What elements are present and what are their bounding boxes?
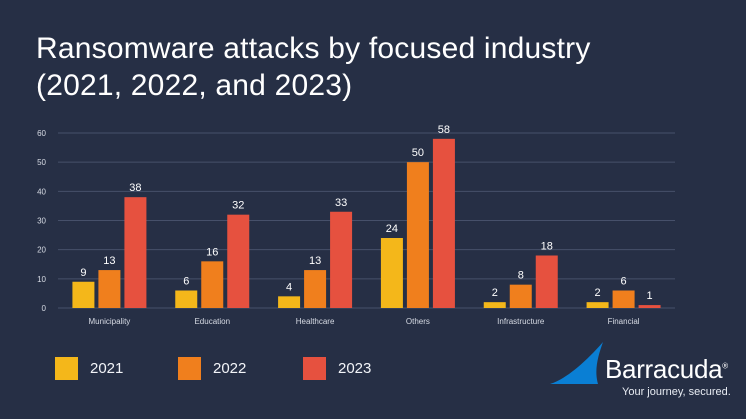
- chart-title-line-2: (2021, 2022, and 2023): [36, 69, 353, 102]
- bar: [638, 305, 661, 308]
- bar: [380, 238, 403, 308]
- bar: [227, 214, 250, 308]
- x-tick-label: Education: [194, 317, 230, 326]
- y-tick-label: 60: [37, 129, 46, 138]
- bar: [586, 302, 609, 308]
- bar: [509, 284, 532, 308]
- legend-label-2021: 2021: [90, 359, 124, 377]
- bar: [124, 197, 147, 308]
- bar: [98, 270, 121, 308]
- data-label: 9: [80, 267, 86, 279]
- barracuda-logo: Barracuda® Your journey, secured.: [548, 340, 738, 402]
- bar: [432, 138, 455, 308]
- data-label: 2: [492, 287, 498, 299]
- x-tick-label: Others: [406, 317, 430, 326]
- x-tick-label: Infrastructure: [497, 317, 545, 326]
- legend-item-2021: 2021: [55, 356, 123, 380]
- x-axis-ticks: Municipality Education Healthcare Others Inf…: [89, 317, 640, 326]
- bar: [330, 211, 353, 308]
- y-tick-label: 0: [42, 304, 47, 313]
- brand-name: Barracuda®: [605, 354, 728, 384]
- x-tick-label: Financial: [608, 317, 640, 326]
- data-label: 33: [335, 197, 347, 209]
- y-tick-label: 20: [37, 246, 46, 255]
- bar: [72, 281, 95, 308]
- legend-swatch-2023: [303, 356, 326, 380]
- data-label: 18: [541, 241, 553, 253]
- data-label: 50: [412, 147, 424, 159]
- data-label: 8: [518, 270, 524, 282]
- gridlines: [58, 132, 675, 309]
- bar: [535, 255, 558, 308]
- legend-item-2023: 2023: [303, 356, 371, 380]
- bar: [175, 290, 198, 308]
- data-label: 1: [647, 290, 653, 302]
- y-tick-label: 50: [37, 158, 46, 167]
- data-label: 32: [232, 200, 244, 212]
- barracuda-fin-icon: [550, 342, 603, 384]
- bar: [483, 302, 506, 308]
- data-label: 2: [595, 287, 601, 299]
- legend-swatch-2021: [55, 356, 78, 380]
- data-label: 6: [183, 276, 189, 288]
- data-label: 38: [129, 182, 141, 194]
- data-label: 13: [309, 255, 321, 267]
- data-label: 24: [386, 223, 398, 235]
- x-tick-label: Healthcare: [296, 317, 335, 326]
- legend-item-2022: 2022: [178, 356, 246, 380]
- bar: [278, 296, 301, 308]
- bar-series: [72, 138, 661, 308]
- data-label: 6: [621, 276, 627, 288]
- registered-mark: ®: [722, 361, 728, 371]
- y-axis-ticks: 0 10 20 30 40 50 60: [37, 129, 46, 313]
- chart-title: Ransomware attacks by focused industry (…: [36, 30, 726, 104]
- bar: [406, 162, 429, 308]
- data-labels: 9 13 38 6 16 32 4 13 33 24 50 58 2 8 18 2 6 1: [80, 124, 652, 302]
- bar: [201, 261, 224, 308]
- data-label: 13: [103, 255, 115, 267]
- data-label: 16: [206, 246, 218, 258]
- data-label: 58: [438, 124, 450, 136]
- x-tick-label: Municipality: [89, 317, 131, 326]
- data-label: 4: [286, 281, 292, 293]
- bar: [304, 270, 327, 308]
- chart-title-line-1: Ransomware attacks by focused industry: [36, 32, 591, 65]
- brand-tagline: Your journey, secured.: [622, 386, 731, 398]
- legend-swatch-2022: [178, 356, 201, 380]
- y-tick-label: 10: [37, 275, 46, 284]
- y-tick-label: 40: [37, 187, 46, 196]
- legend-label-2022: 2022: [213, 359, 247, 377]
- y-tick-label: 30: [37, 217, 46, 226]
- bar: [612, 290, 635, 308]
- legend-label-2023: 2023: [338, 359, 372, 377]
